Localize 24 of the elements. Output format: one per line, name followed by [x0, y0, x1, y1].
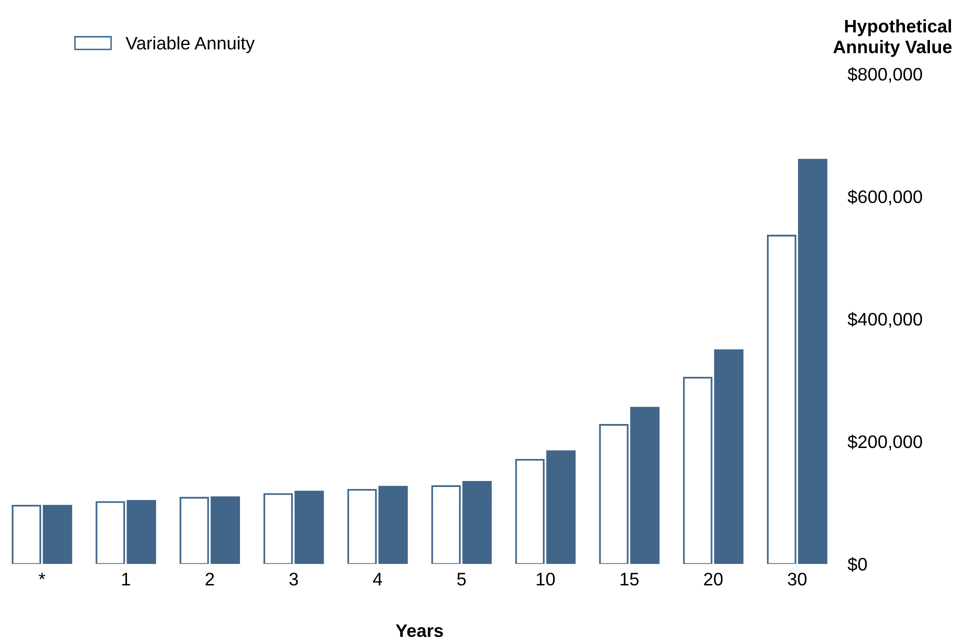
x-tick-label: 30: [788, 572, 807, 586]
x-tick-label: 2: [206, 572, 214, 586]
x-tick-label: 15: [620, 572, 639, 586]
legend-label: Variable Annuity: [126, 36, 255, 54]
bar: [546, 450, 576, 564]
bar: [431, 485, 461, 564]
x-tick-label: 10: [536, 572, 555, 586]
x-tick-label: 4: [373, 572, 382, 586]
bar: [12, 504, 42, 564]
x-tick-label: 20: [704, 572, 723, 586]
x-tick-label: 1: [122, 572, 130, 586]
x-tick-label: 3: [289, 572, 298, 586]
y-axis-title: Hypothetical Annuity Value: [833, 19, 952, 57]
x-tick-label: 5: [457, 572, 466, 586]
y-tick-label: $600,000: [848, 190, 922, 206]
bar: [42, 504, 72, 564]
bar: [515, 458, 545, 564]
y-tick-label: $200,000: [848, 434, 922, 450]
y-tick-label: $0: [848, 557, 867, 572]
bar: [462, 481, 492, 564]
x-tick-label: *: [38, 572, 46, 580]
y-tick-label: $800,000: [848, 67, 922, 83]
x-axis-title: Years: [396, 624, 443, 638]
y-tick-label: $400,000: [848, 312, 922, 328]
